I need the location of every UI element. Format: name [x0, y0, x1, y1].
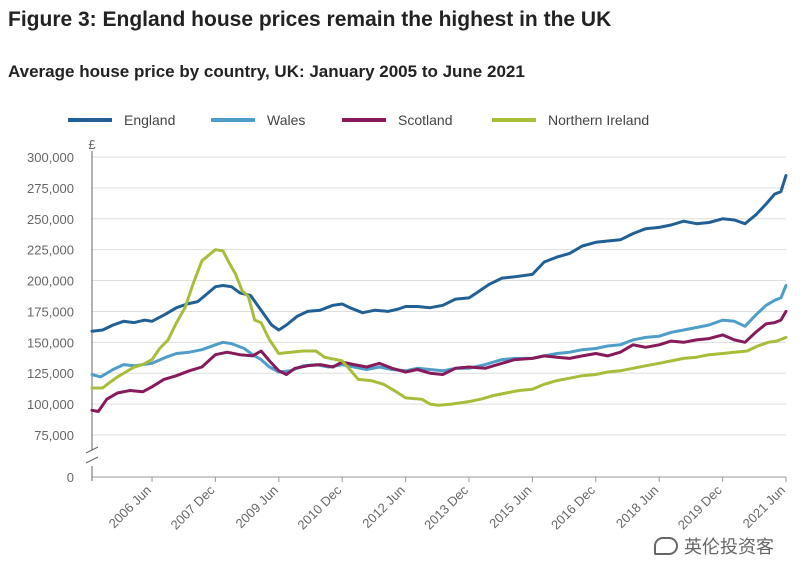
x-tick-label: 2021 Jun: [740, 483, 788, 531]
y-tick-label: 250,000: [27, 212, 74, 227]
x-tick-label: 2015 Jun: [486, 483, 534, 531]
x-tick-label: 2013 Dec: [421, 482, 471, 532]
x-tick-label: 2010 Dec: [294, 482, 344, 532]
figure: Figure 3: England house prices remain th…: [0, 0, 800, 578]
x-tick-label: 2018 Jun: [613, 483, 661, 531]
y-tick-label: 75,000: [34, 428, 74, 443]
axis-break-mark: [86, 457, 98, 463]
x-tick-label: 2019 Dec: [675, 482, 725, 532]
series-line-wales: [92, 286, 786, 377]
y-tick-label: 100,000: [27, 397, 74, 412]
series-line-scotland: [92, 311, 786, 411]
y-tick-label: 275,000: [27, 181, 74, 196]
watermark: 英伦投资客: [654, 533, 774, 559]
y-tick-label: 200,000: [27, 274, 74, 289]
x-tick-label: 2009 Jun: [232, 483, 280, 531]
series-line-england: [92, 176, 786, 332]
y-tick-label: 125,000: [27, 366, 74, 381]
wechat-icon: [654, 537, 678, 555]
watermark-text: 英伦投资客: [684, 533, 774, 559]
y-tick-label: 225,000: [27, 243, 74, 258]
y-tick-label: 150,000: [27, 335, 74, 350]
y-axis-unit: £: [88, 137, 96, 152]
series-line-northern-ireland: [92, 250, 786, 406]
y-tick-label: 300,000: [27, 150, 74, 165]
x-tick-label: 2007 Dec: [168, 482, 218, 532]
y-tick-label-zero: 0: [67, 470, 74, 485]
x-tick-label: 2016 Dec: [548, 482, 598, 532]
x-tick-label: 2012 Jun: [359, 483, 407, 531]
line-chart: 75,000 100,000 125,000 150,000 175,000 200,00…: [0, 0, 800, 578]
x-tick-label: 2006 Jun: [106, 483, 154, 531]
y-tick-label: 175,000: [27, 304, 74, 319]
